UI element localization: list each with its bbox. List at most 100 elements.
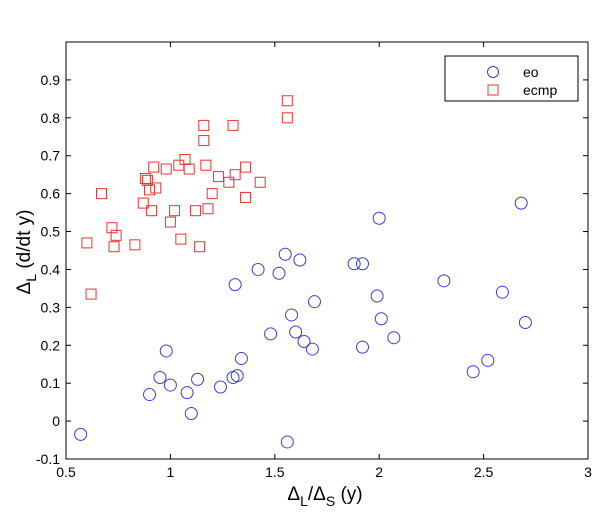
y-axis-title-sub: L [23,274,39,282]
data-point-ecmp [281,112,293,124]
data-point-eo [355,340,369,354]
data-point-ecmp [240,161,252,173]
data-point-ecmp [144,184,156,196]
data-point-ecmp [281,95,293,107]
data-point-ecmp [254,176,266,188]
data-point-ecmp [110,229,122,241]
data-point-ecmp [81,237,93,249]
data-point-eo [514,196,528,210]
data-point-ecmp [206,188,218,200]
y-tick-label: 0.3 [41,299,61,315]
data-point-ecmp [164,216,176,228]
data-point-ecmp [189,205,201,217]
data-point-eo [293,253,307,267]
y-tick-label: 0.9 [41,72,61,88]
data-point-ecmp [160,163,172,175]
data-point-ecmp [198,119,210,131]
x-tick-label: 3 [584,464,592,480]
data-point-ecmp [200,159,212,171]
data-point-eo [153,370,167,384]
y-axis-title-unit: (d/dt y) [14,210,35,274]
x-tick-label: 2 [375,464,383,480]
y-tick-label: 0.4 [41,261,61,277]
legend-eo-label: eo [523,64,539,80]
y-tick-label: 0.6 [41,186,61,202]
x-axis-title: ΔL/ΔS (y) [287,484,362,509]
data-point-ecmp [95,188,107,200]
legend: eo ecmp [444,55,579,102]
data-point-ecmp [194,241,206,253]
data-point-ecmp [240,191,252,203]
data-points [74,95,532,449]
y-axis-title-main: Δ [14,281,35,294]
data-point-eo [272,266,286,280]
y-tick-label: 0 [52,413,60,429]
data-point-ecmp [108,241,120,253]
y-tick-label: 0.2 [41,337,61,353]
y-tick-label: -0.1 [36,451,60,467]
data-point-eo [307,295,321,309]
x-axis-title-mid: /Δ [308,484,326,505]
data-point-ecmp [179,154,191,166]
y-tick-label: 0.5 [41,224,61,240]
data-point-eo [278,247,292,261]
data-point-ecmp [85,288,97,300]
legend-ecmp-marker [487,84,499,96]
data-point-ecmp [106,222,118,234]
x-axis-title-unit: (y) [335,484,362,505]
data-point-eo [355,257,369,271]
x-tick-label: 2.5 [474,464,494,480]
data-point-eo [297,334,311,348]
data-point-ecmp [223,176,235,188]
data-point-eo [372,211,386,225]
data-point-ecmp [150,182,162,194]
y-tick-label: 0.8 [41,110,61,126]
data-point-eo [285,308,299,322]
data-point-ecmp [227,119,239,131]
data-point-eo [466,365,480,379]
x-axis-title-sub1: L [300,493,308,509]
data-point-eo [214,380,228,394]
data-point-eo [191,372,205,386]
data-point-eo [370,289,384,303]
data-point-ecmp [183,163,195,175]
data-point-eo [184,407,198,421]
x-tick-label: 0.5 [56,464,76,480]
legend-eo-marker [487,66,499,78]
y-tick-label: 0.7 [41,148,61,164]
data-point-ecmp [229,169,241,181]
data-point-eo [163,378,177,392]
data-point-eo [495,285,509,299]
data-point-eo [280,435,294,449]
data-point-eo [180,386,194,400]
data-point-eo [159,344,173,358]
data-point-eo [143,388,157,402]
data-point-eo [374,312,388,326]
data-point-ecmp [212,171,224,183]
data-point-ecmp [139,172,151,184]
data-point-ecmp [141,174,153,186]
data-point-eo [289,325,303,339]
data-point-ecmp [202,203,214,215]
data-point-ecmp [146,205,158,217]
data-point-eo [264,327,278,341]
data-point-eo [74,427,88,441]
data-point-eo [251,262,265,276]
y-tick-label: 0.1 [41,375,61,391]
data-point-ecmp [148,161,160,173]
legend-ecmp-label: ecmp [523,82,557,98]
y-axis-title: ΔL (d/dt y) [14,210,39,295]
data-point-eo [518,316,532,330]
x-tick-label: 1.5 [265,464,285,480]
data-point-eo [234,352,248,366]
data-point-eo [230,369,244,383]
data-point-eo [305,342,319,356]
legend-box [444,55,579,102]
data-point-eo [387,331,401,345]
x-tick-label: 1 [167,464,175,480]
data-point-ecmp [129,239,141,251]
x-axis-title-main: Δ [287,484,300,505]
data-point-ecmp [175,233,187,245]
